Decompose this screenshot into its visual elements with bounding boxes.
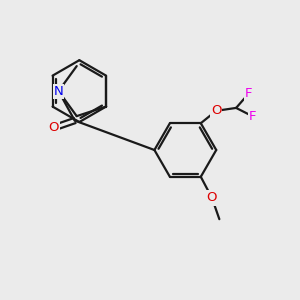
Text: O: O	[211, 104, 221, 117]
Text: O: O	[48, 122, 59, 134]
Text: F: F	[245, 87, 252, 100]
Text: O: O	[207, 191, 217, 205]
Text: F: F	[249, 110, 256, 123]
Text: N: N	[54, 85, 63, 98]
